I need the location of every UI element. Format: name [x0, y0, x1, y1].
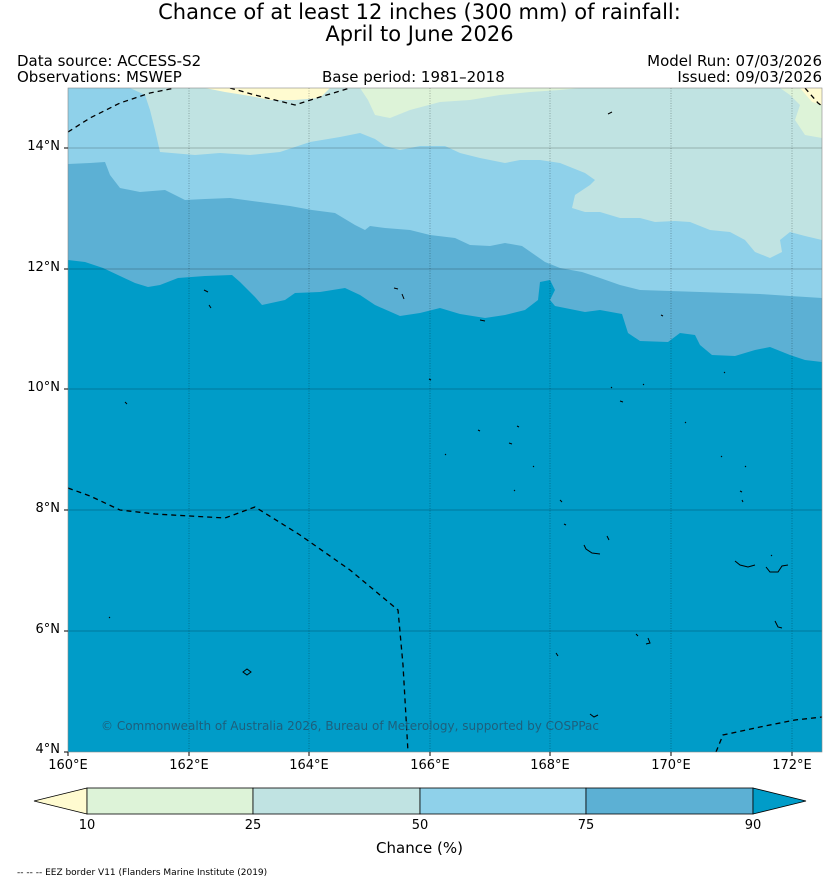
colorbar-75-90: [585, 787, 754, 815]
issued-label: Issued: 09/03/2026: [677, 68, 822, 86]
y-tick-8n: 8°N: [35, 501, 61, 516]
title-line-2: April to June 2026: [325, 22, 514, 46]
eez-borders: [68, 88, 822, 752]
x-tick-170e: 170°E: [651, 758, 691, 773]
colorbar-10-25: [86, 787, 254, 815]
island-outlines: [108, 111, 789, 718]
x-tick-172e: 172°E: [772, 758, 812, 773]
colorbar-above-90: [752, 787, 807, 815]
region-below-10-east: [800, 88, 822, 105]
colorbar-label: Chance (%): [376, 839, 463, 857]
data-source-label: Data source: ACCESS-S2: [17, 52, 202, 70]
y-tick-14n: 14°N: [27, 139, 60, 154]
y-tick-12n: 12°N: [27, 260, 60, 275]
colorbar-50-75: [419, 787, 587, 815]
colorbar: [33, 787, 807, 815]
region-below-10: [205, 88, 330, 100]
colorbar-tick-50: 50: [411, 818, 429, 833]
colorbar-tick-75: 75: [577, 818, 595, 833]
x-tick-164e: 164°E: [289, 758, 329, 773]
latitude-gridlines: [68, 147, 822, 632]
x-tick-160e: 160°E: [48, 758, 88, 773]
colorbar-below-10: [33, 787, 88, 815]
longitude-gridlines: [188, 88, 793, 752]
y-tick-10n: 10°N: [27, 380, 60, 395]
y-tick-6n: 6°N: [35, 622, 61, 637]
model-run-label: Model Run: 07/03/2026: [647, 52, 822, 70]
x-tick-168e: 168°E: [530, 758, 570, 773]
x-tick-162e: 162°E: [169, 758, 209, 773]
y-tick-4n: 4°N: [35, 742, 61, 757]
copyright-notice: © Commonwealth of Australia 2026, Bureau…: [101, 719, 599, 733]
x-tick-166e: 166°E: [410, 758, 450, 773]
eez-border-note: -- -- -- EEZ border V11 (Flanders Marine…: [17, 868, 268, 878]
region-25-50: [68, 88, 822, 258]
colorbar-25-50: [252, 787, 421, 815]
axis-tick-marks: [64, 147, 793, 756]
map-area: [68, 88, 822, 752]
region-10-25: [175, 88, 580, 118]
colorbar-tick-25: 25: [244, 818, 262, 833]
observations-label: Observations: MSWEP: [17, 68, 182, 86]
map-frame: [67, 87, 823, 753]
base-period-label: Base period: 1981–2018: [322, 68, 505, 86]
title-line-1: Chance of at least 12 inches (300 mm) of…: [158, 0, 681, 24]
colorbar-tick-90: 90: [744, 818, 762, 833]
colorbar-tick-10: 10: [78, 818, 96, 833]
